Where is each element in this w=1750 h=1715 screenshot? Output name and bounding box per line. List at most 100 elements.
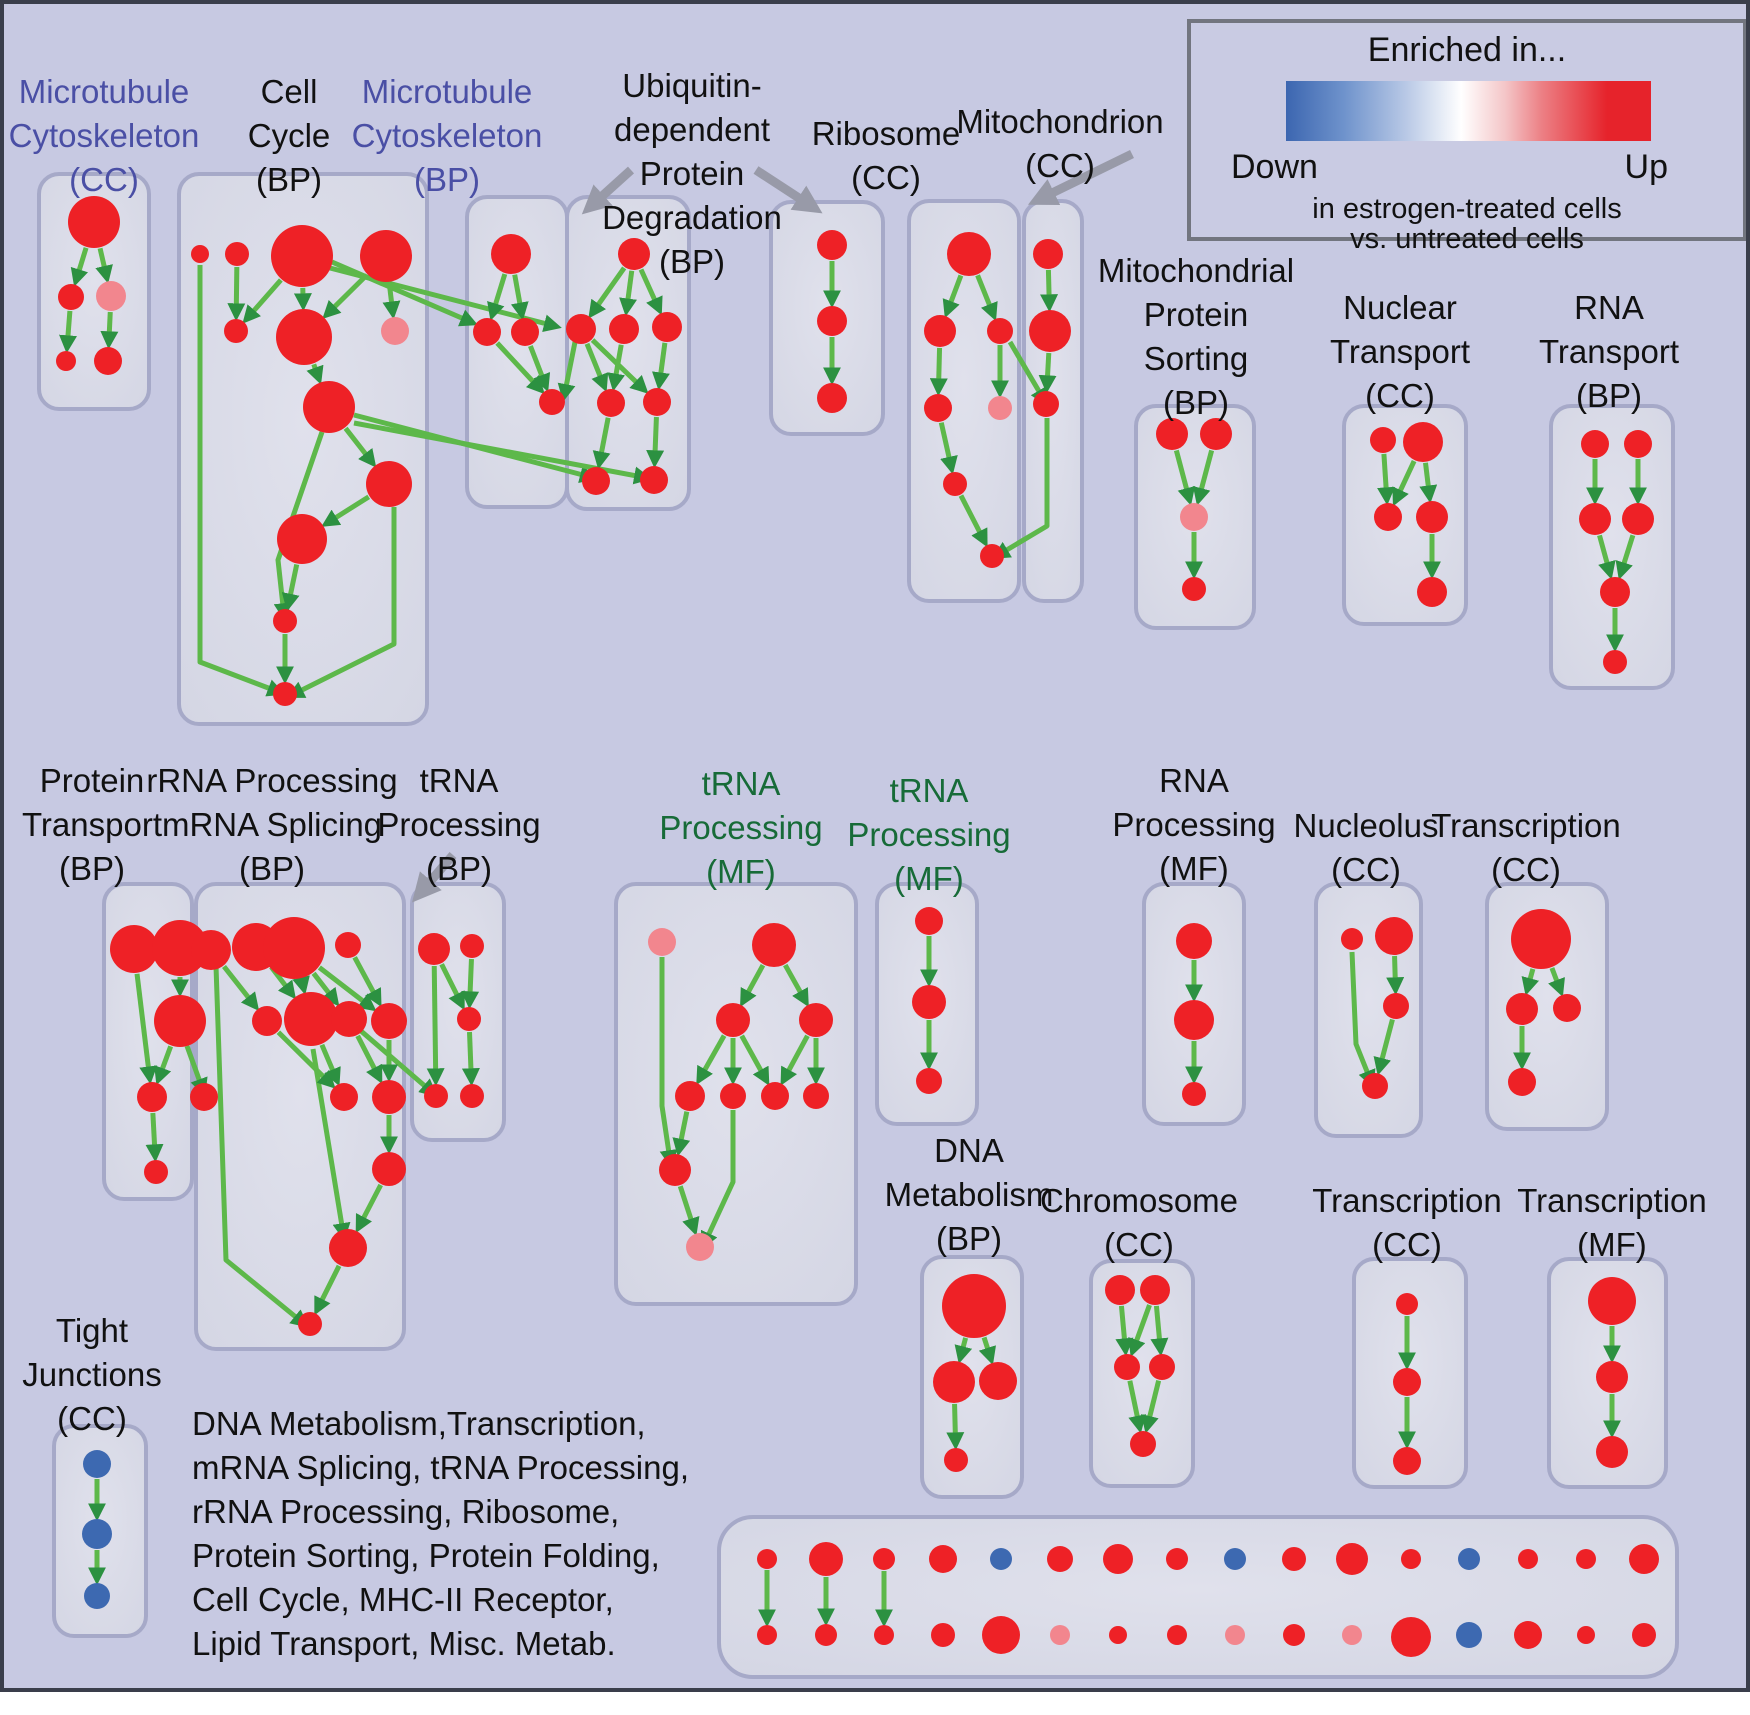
go-term-node: [1622, 503, 1654, 535]
go-term-node: [1632, 1623, 1656, 1647]
go-term-node: [190, 1083, 218, 1111]
go-term-node: [947, 232, 991, 276]
go-term-node: [1458, 1548, 1480, 1570]
relation-edge: [1377, 453, 1396, 506]
group-label-chromosome-cc: Chromosome (CC): [1039, 1182, 1239, 1263]
relation-edge: [461, 1031, 480, 1087]
relation-edge: [461, 958, 480, 1010]
group-label-nucleolus-cc: Nucleolus (CC): [1293, 807, 1439, 888]
relation-edge: [382, 282, 401, 320]
relation-edge: [322, 273, 369, 319]
relation-edge: [696, 1034, 727, 1085]
go-term-node: [372, 1080, 406, 1114]
legend-title: Enriched in...: [1367, 31, 1567, 69]
go-term-node: [618, 238, 650, 270]
relation-edge: [134, 973, 158, 1085]
go-term-node: [1047, 1546, 1073, 1572]
relation-edge: [242, 278, 283, 324]
relation-edge: [281, 563, 300, 612]
relation-edge: [978, 1336, 996, 1366]
network-diagram: [37, 149, 1679, 1679]
relation-edge: [672, 1111, 691, 1157]
go-term-node: [418, 933, 450, 965]
annotation-line: mRNA Splicing, tRNA Processing,: [192, 1449, 690, 1486]
legend: Enriched in... Down Up in estrogen-treat…: [1187, 19, 1746, 255]
relation-edge: [1386, 955, 1405, 996]
go-term-node: [1149, 1354, 1175, 1380]
relation-edge: [353, 420, 653, 485]
label-pointer-arrow: [412, 852, 457, 903]
relation-edge: [154, 1045, 174, 1086]
go-term-node: [68, 196, 120, 248]
relation-edge: [213, 965, 309, 1328]
go-term-node: [329, 1229, 367, 1267]
go-term-node: [1109, 1626, 1127, 1644]
go-term-node: [1033, 239, 1063, 269]
go-term-node: [716, 1003, 750, 1037]
go-term-node: [1370, 427, 1396, 453]
relation-edge: [510, 274, 529, 321]
go-term-node: [511, 318, 539, 346]
go-term-node: [457, 1007, 481, 1031]
relation-edge: [659, 957, 678, 1169]
group-label-ubiquitin-dependent-protein-degradation-bp: Ubiquitin-dependent Protein Degradation (BP…: [602, 67, 782, 280]
go-term-node: [1506, 993, 1538, 1025]
go-term-node: [94, 347, 122, 375]
relation-edge: [1127, 1380, 1146, 1434]
go-term-node: [473, 318, 501, 346]
relation-edge: [314, 1264, 342, 1316]
relation-edge: [588, 266, 627, 319]
go-term-node: [609, 314, 639, 344]
relation-edge: [495, 341, 545, 395]
go-term-node: [929, 1545, 957, 1573]
go-term-node: [331, 1001, 367, 1037]
annotation-line: Cell Cycle, MHC-II Receptor,: [192, 1581, 614, 1618]
go-term-node: [1050, 1625, 1070, 1645]
label-pointer-arrow: [1027, 149, 1134, 206]
relation-edge: [286, 507, 397, 698]
go-term-node: [460, 1084, 484, 1108]
group-label-mitochondrion-cc: Mitochondrion (CC): [956, 103, 1164, 184]
go-term-node: [1174, 1000, 1214, 1040]
go-term-node: [1176, 923, 1212, 959]
go-term-node: [1362, 1073, 1388, 1099]
go-term-node: [1511, 909, 1571, 969]
go-term-node: [979, 1362, 1017, 1400]
go-term-node: [225, 242, 249, 266]
go-term-node: [1624, 430, 1652, 458]
group-label-transcription-cc-2: Transcription (CC): [1312, 1182, 1502, 1263]
go-term-node: [1130, 1431, 1156, 1457]
relation-edge: [276, 1030, 336, 1089]
go-term-node: [944, 1448, 968, 1472]
relation-edge: [1007, 340, 1048, 407]
go-term-node: [1103, 1544, 1133, 1574]
relation-edge: [197, 265, 286, 697]
go-term-node: [1200, 418, 1232, 450]
go-term-node: [1393, 1368, 1421, 1396]
go-term-node: [942, 1274, 1006, 1338]
go-term-node: [1393, 1447, 1421, 1475]
legend-gradient-bar: [1286, 81, 1651, 141]
go-term-node: [273, 609, 297, 633]
go-term-node: [1383, 993, 1409, 1019]
go-term-node: [271, 225, 333, 287]
relation-edge: [1419, 462, 1438, 504]
go-term-node: [915, 907, 943, 935]
relation-edge: [783, 963, 809, 1008]
relation-edge: [1040, 269, 1059, 313]
relation-edge: [1192, 449, 1215, 506]
relation-edge: [331, 259, 479, 327]
go-term-node: [817, 306, 847, 336]
relation-edge: [619, 270, 637, 317]
label-pointer-arrow: [753, 166, 823, 214]
relation-edge: [590, 338, 649, 394]
annotation-line: DNA Metabolism,Transcription,: [192, 1405, 646, 1442]
go-term-node: [1391, 1617, 1431, 1657]
go-term-node: [1576, 1549, 1596, 1569]
go-term-node: [720, 1083, 746, 1109]
go-term-node: [582, 467, 610, 495]
go-term-node: [1518, 1549, 1538, 1569]
go-term-node: [372, 1152, 406, 1186]
relation-edge: [942, 274, 964, 319]
go-term-node: [809, 1542, 843, 1576]
